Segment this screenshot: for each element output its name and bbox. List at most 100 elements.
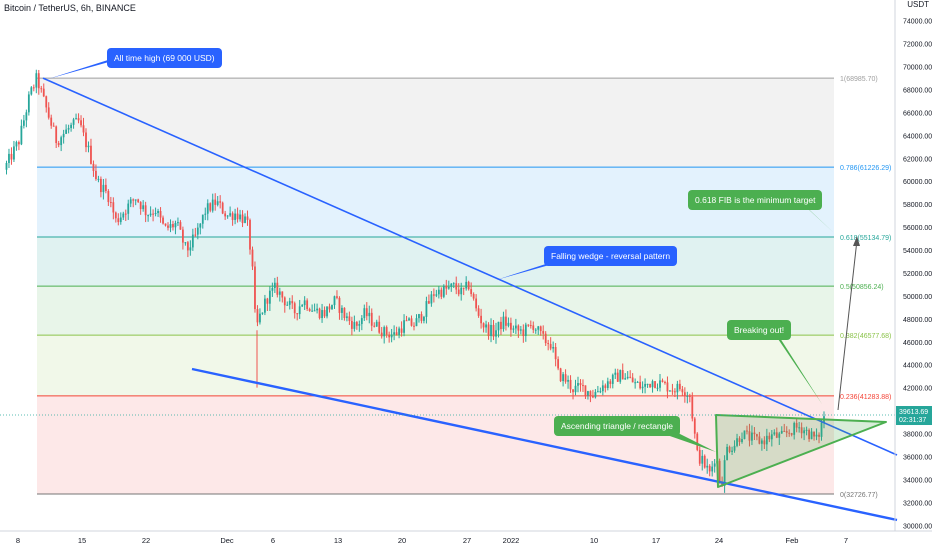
fib-level-label: 0.5(50856.24) [840, 284, 884, 291]
candle-body [688, 395, 691, 397]
candle-body [430, 294, 433, 304]
candle-body [22, 120, 25, 126]
candle-body [196, 227, 199, 235]
candle-body [40, 88, 43, 90]
candle-body [534, 329, 537, 331]
candle-body [418, 314, 420, 319]
wedge-upper-trendline [42, 77, 898, 456]
candle-body [57, 143, 60, 146]
candle-body [18, 142, 20, 145]
price-tick-label: 60000.00 [903, 179, 932, 186]
candle-body [467, 281, 470, 290]
candle-body [621, 370, 624, 380]
candle-body [721, 482, 724, 487]
candle-body [95, 170, 97, 180]
candle-body [244, 216, 246, 223]
candle-body [557, 359, 560, 369]
candle-body [261, 312, 264, 314]
target-projection-arrowhead [853, 236, 860, 246]
candle-body [219, 201, 222, 203]
candle-body [331, 305, 333, 310]
candle-body [624, 378, 627, 380]
candle-body [92, 163, 95, 171]
candle-body [172, 224, 174, 228]
candle-body [669, 390, 671, 392]
candle-body [706, 465, 709, 468]
candle-body [562, 374, 564, 382]
candle-body [323, 310, 326, 317]
candle-body [813, 431, 815, 437]
candle-body [97, 178, 100, 180]
candle-body [743, 430, 746, 440]
candle-body [691, 396, 694, 419]
time-tick-label: 24 [715, 536, 723, 545]
candle-body [393, 332, 396, 335]
candle-body [283, 297, 286, 306]
candle-body [437, 289, 440, 295]
candle-body [527, 324, 530, 326]
candle-body [149, 213, 152, 216]
candle-body [234, 213, 236, 220]
candle-body [500, 321, 502, 330]
candle-body [395, 332, 398, 335]
candle-body [502, 316, 505, 330]
candle-body [321, 310, 323, 319]
candle-body [808, 429, 810, 440]
target-projection-line [837, 239, 858, 411]
candle-body [278, 291, 281, 295]
symbol-title: Bitcoin / TetherUS, 6h, BINANCE [4, 3, 136, 13]
candle-body [733, 445, 736, 451]
candle-body [452, 283, 455, 285]
candle-body [639, 381, 642, 389]
candle-body [209, 203, 212, 211]
candle-body [795, 422, 798, 428]
candle-body [435, 294, 438, 296]
candle-body [507, 322, 510, 326]
candle-body [793, 422, 796, 435]
candle-body [231, 213, 234, 220]
candle-body [229, 213, 232, 216]
candle-body [268, 290, 271, 304]
candle-body [495, 330, 497, 337]
candle-body [318, 308, 321, 319]
candle-body [445, 285, 448, 289]
candle-body [798, 427, 801, 429]
candle-body [288, 301, 291, 305]
candle-body [336, 296, 338, 298]
candle-body [102, 184, 105, 193]
candle-body [490, 324, 492, 337]
time-tick-label: 20 [398, 536, 406, 545]
candle-body [67, 128, 70, 130]
time-tick-label: 15 [78, 536, 86, 545]
candle-body [485, 324, 487, 328]
candle-body [298, 306, 301, 315]
candle-body [186, 242, 189, 251]
candle-body [338, 297, 341, 313]
price-tick-label: 48000.00 [903, 317, 932, 324]
price-tick-label: 50000.00 [903, 294, 932, 301]
candle-body [574, 385, 577, 393]
candle-body [626, 376, 629, 379]
candle-body [139, 202, 142, 210]
candle-body [510, 322, 512, 330]
candle-body [547, 343, 550, 345]
candle-body [390, 334, 393, 338]
candle-body [634, 382, 637, 384]
candle-body [271, 288, 274, 291]
candle-body [85, 132, 87, 148]
candle-body [383, 327, 386, 337]
candle-body [440, 289, 443, 297]
candle-body [375, 321, 378, 327]
candle-body [579, 383, 582, 386]
candle-body [614, 372, 617, 375]
candle-body [671, 390, 674, 392]
candle-body [157, 210, 159, 214]
candle-body [698, 449, 701, 464]
candle-body [370, 312, 373, 326]
candle-body [604, 385, 607, 389]
fib-level-label: 0(32726.77) [840, 492, 878, 499]
candle-body [122, 213, 125, 218]
candle-body [420, 314, 423, 321]
candle-body [465, 281, 468, 289]
